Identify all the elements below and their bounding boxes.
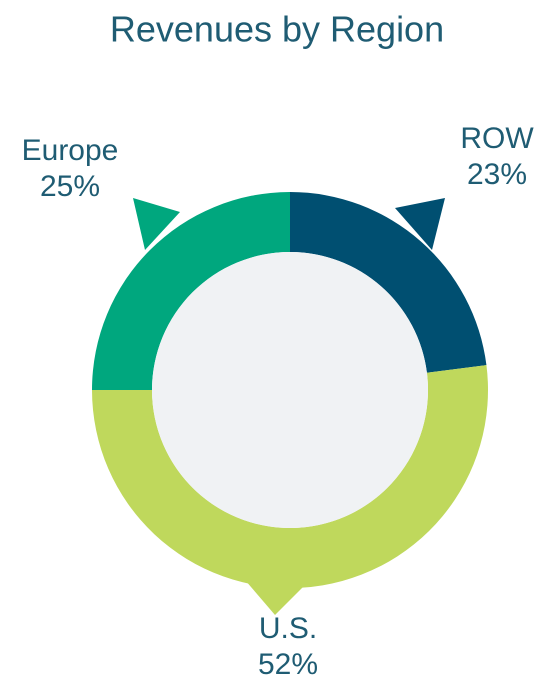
pointer [395, 198, 445, 250]
slice [290, 192, 487, 373]
pointer [245, 580, 310, 615]
slice-label: U.S. [259, 612, 317, 645]
slice-value: 52% [258, 648, 318, 681]
slice [92, 192, 290, 390]
slice-label: Europe [22, 134, 119, 167]
slice-value: 23% [467, 158, 527, 191]
chart-title: Revenues by Region [110, 9, 444, 50]
slice [92, 365, 488, 588]
slice-label: ROW [460, 122, 534, 155]
donut-hole [152, 252, 428, 528]
pointer [133, 198, 180, 250]
slice-value: 25% [40, 170, 100, 203]
